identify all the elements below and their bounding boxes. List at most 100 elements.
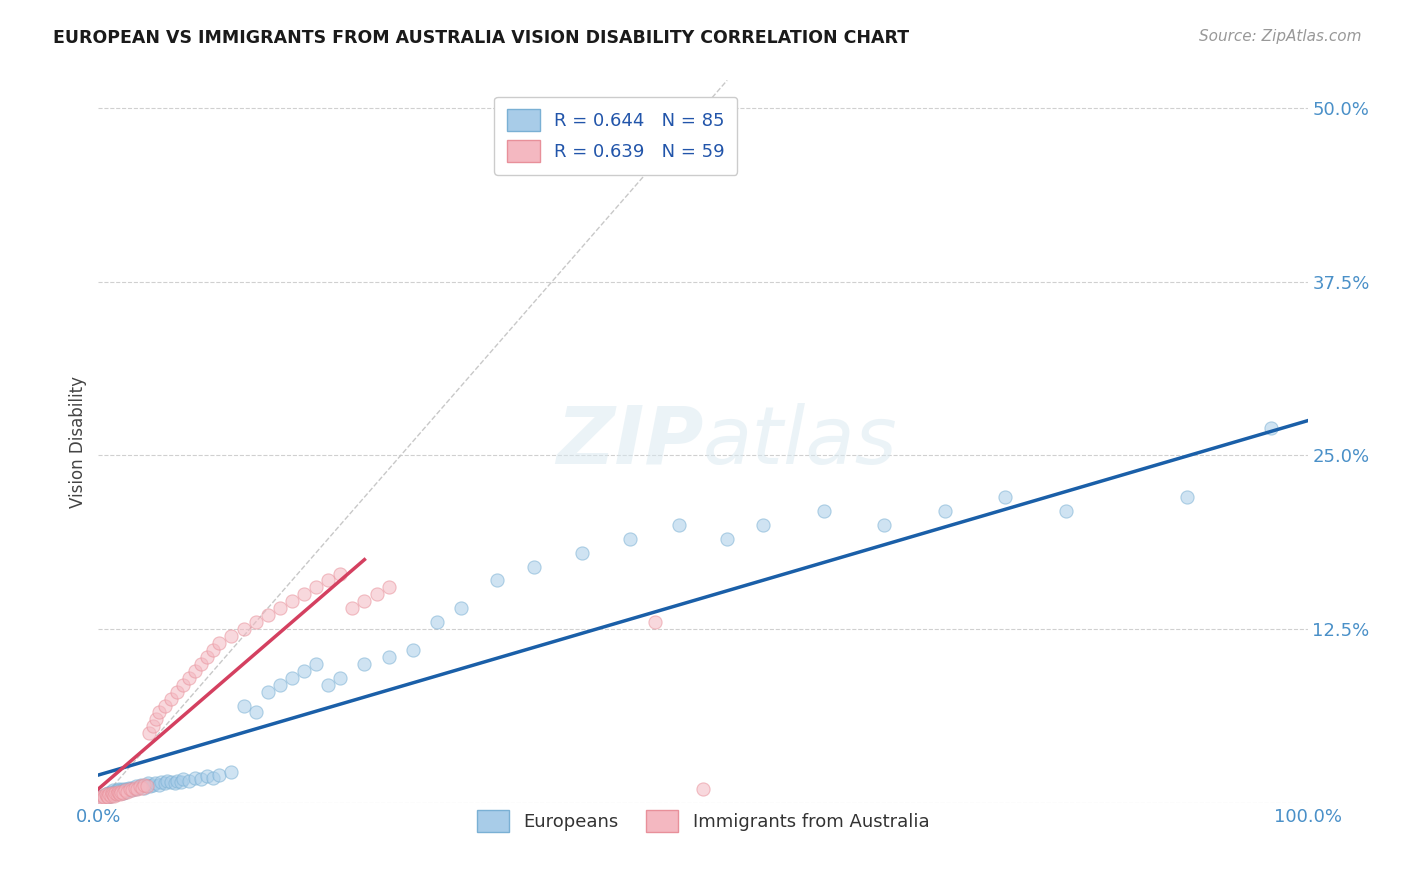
Point: [120, 783, 142, 797]
Point: [101, 788, 124, 802]
Point: [934, 504, 956, 518]
Point: [1260, 420, 1282, 434]
Point: [377, 649, 399, 664]
Point: [110, 785, 132, 799]
Point: [118, 781, 141, 796]
Point: [115, 781, 138, 796]
Point: [114, 785, 136, 799]
Point: [150, 775, 173, 789]
Point: [118, 781, 141, 796]
Point: [100, 786, 122, 800]
Point: [100, 785, 122, 799]
Point: [110, 785, 132, 799]
Point: [96, 790, 118, 805]
Point: [131, 779, 153, 793]
Point: [668, 517, 690, 532]
Point: [232, 698, 254, 713]
Point: [377, 581, 399, 595]
Point: [121, 783, 143, 797]
Point: [100, 789, 122, 803]
Point: [195, 769, 218, 783]
Point: [98, 788, 121, 802]
Point: [571, 546, 593, 560]
Point: [316, 574, 339, 588]
Point: [305, 581, 328, 595]
Point: [202, 643, 225, 657]
Point: [111, 786, 134, 800]
Text: Source: ZipAtlas.com: Source: ZipAtlas.com: [1198, 29, 1361, 44]
Point: [111, 781, 134, 796]
Point: [450, 601, 472, 615]
Point: [172, 678, 194, 692]
Point: [142, 778, 165, 792]
Point: [166, 773, 188, 788]
Point: [93, 791, 115, 805]
Y-axis label: Vision Disability: Vision Disability: [69, 376, 87, 508]
Point: [114, 783, 136, 797]
Point: [142, 719, 165, 733]
Point: [292, 587, 315, 601]
Point: [97, 789, 120, 803]
Point: [813, 504, 835, 518]
Point: [128, 779, 150, 793]
Point: [292, 664, 315, 678]
Point: [103, 789, 125, 803]
Point: [97, 786, 120, 800]
Point: [190, 772, 212, 787]
Point: [91, 791, 114, 805]
Point: [136, 776, 159, 790]
Point: [163, 776, 186, 790]
Point: [90, 790, 112, 805]
Point: [195, 649, 218, 664]
Point: [127, 781, 149, 796]
Point: [117, 783, 139, 797]
Point: [108, 786, 131, 800]
Point: [329, 566, 352, 581]
Point: [94, 788, 117, 802]
Point: [160, 775, 183, 789]
Point: [619, 532, 641, 546]
Point: [305, 657, 328, 671]
Point: [245, 706, 267, 720]
Point: [139, 779, 162, 793]
Point: [105, 788, 128, 802]
Point: [107, 785, 129, 799]
Point: [169, 775, 191, 789]
Text: EUROPEAN VS IMMIGRANTS FROM AUSTRALIA VISION DISABILITY CORRELATION CHART: EUROPEAN VS IMMIGRANTS FROM AUSTRALIA VI…: [53, 29, 910, 46]
Point: [105, 788, 128, 802]
Point: [101, 788, 124, 802]
Point: [117, 785, 139, 799]
Point: [316, 678, 339, 692]
Point: [202, 771, 225, 785]
Point: [184, 664, 207, 678]
Point: [145, 713, 167, 727]
Point: [104, 786, 127, 800]
Point: [101, 783, 124, 797]
Point: [269, 678, 291, 692]
Point: [93, 790, 115, 805]
Point: [148, 778, 170, 792]
Point: [107, 785, 129, 799]
Point: [353, 594, 375, 608]
Point: [1175, 490, 1198, 504]
Point: [112, 783, 135, 797]
Point: [121, 780, 143, 795]
Point: [118, 780, 141, 795]
Point: [179, 773, 201, 788]
Point: [127, 780, 149, 795]
Point: [108, 788, 131, 802]
Point: [108, 781, 131, 796]
Point: [486, 574, 509, 588]
Point: [100, 786, 122, 800]
Point: [134, 780, 156, 795]
Point: [692, 781, 714, 796]
Point: [166, 684, 188, 698]
Point: [184, 771, 207, 785]
Point: [100, 789, 122, 803]
Legend: Europeans, Immigrants from Australia: Europeans, Immigrants from Australia: [464, 797, 942, 845]
Point: [716, 532, 738, 546]
Point: [994, 490, 1017, 504]
Point: [108, 783, 131, 797]
Point: [97, 790, 120, 805]
Point: [124, 780, 146, 795]
